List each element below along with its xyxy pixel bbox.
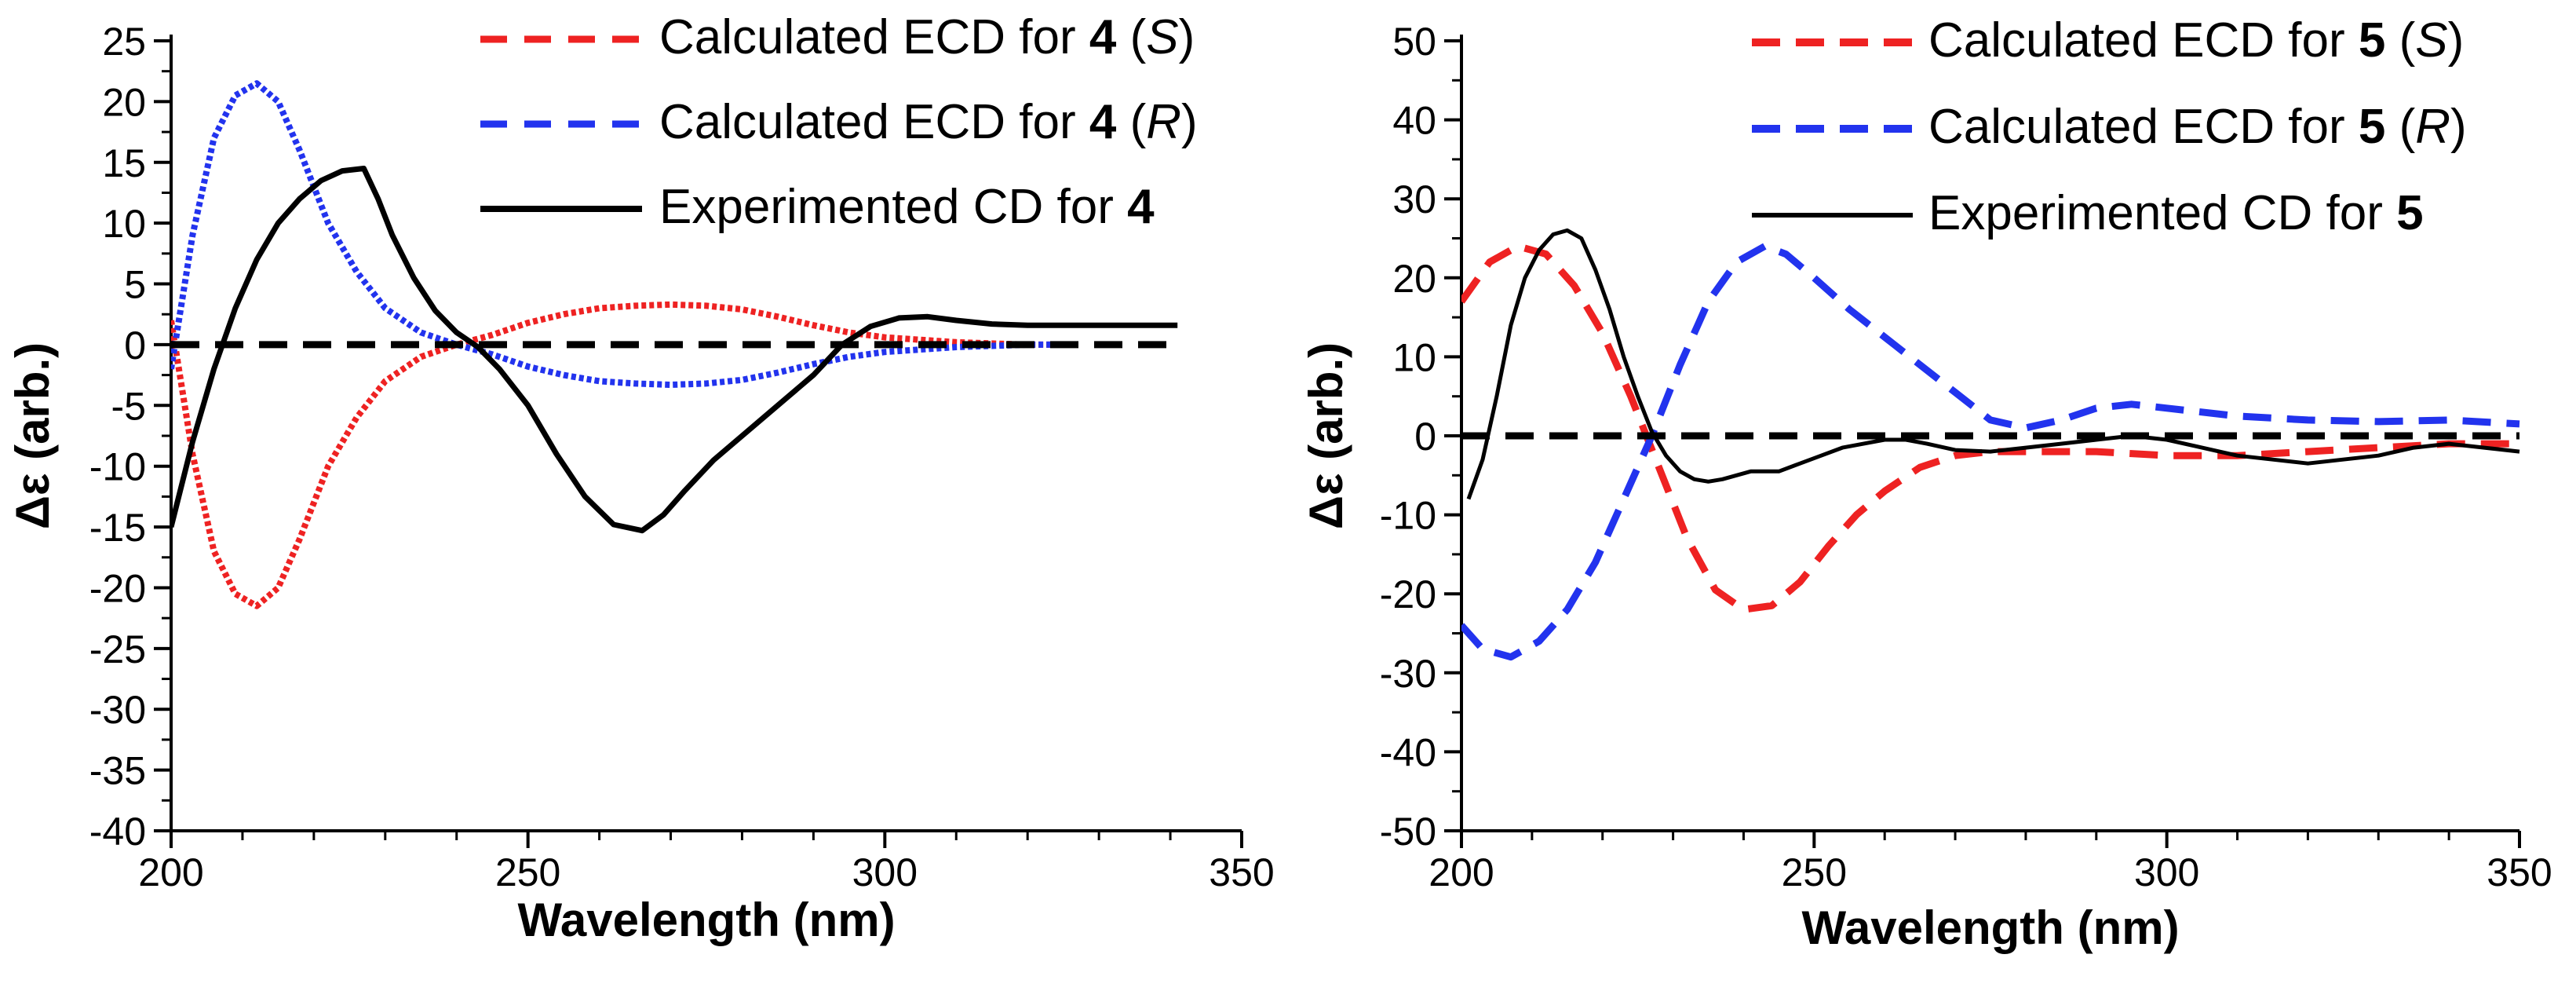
legend-prefix: Calculated ECD for xyxy=(659,95,1089,149)
y-tick-label: -20 xyxy=(89,566,146,610)
legend-bold: 4 xyxy=(1089,95,1117,149)
y-tick-label: 50 xyxy=(1392,20,1436,64)
legend-entry: Calculated ECD for 5 (S) xyxy=(1928,13,2464,68)
y-tick-label: -40 xyxy=(89,810,146,854)
legend-suffix-close: ) xyxy=(2448,13,2465,68)
legend-italic: R xyxy=(1146,95,1181,149)
legend-entry: Experimented CD for 4 xyxy=(659,180,1155,234)
y-tick-label: 30 xyxy=(1392,177,1436,221)
y-tick-label: -10 xyxy=(1380,494,1436,538)
legend-prefix: Experimented CD for xyxy=(1928,186,2396,240)
legend-suffix-open: ( xyxy=(1116,10,1146,64)
legend-entry: Calculated ECD for 4 (R) xyxy=(659,95,1198,149)
y-tick-label: -30 xyxy=(89,688,146,732)
legend-suffix-close: ) xyxy=(2450,100,2467,154)
series-line-experimented-cd-for-4 xyxy=(171,166,1178,534)
x-tick-label: 250 xyxy=(1782,850,1847,894)
y-tick-label: 5 xyxy=(124,263,146,307)
legend-bold: 5 xyxy=(2359,13,2385,68)
y-tick-label: -20 xyxy=(1380,572,1436,616)
chart-panel-compound-4: -40 -35 -30 -25 -20 -15 -10 -5 0 5 10 15 20 25 200 250 3… xyxy=(6,10,1275,946)
y-axis-title: Δε (arb.) xyxy=(1300,342,1352,529)
y-tick-label: -25 xyxy=(89,627,146,671)
y-tick-label: -50 xyxy=(1380,810,1436,854)
legend-italic: S xyxy=(2415,13,2447,68)
x-tick-label: 200 xyxy=(1428,850,1494,894)
legend-bold: 4 xyxy=(1127,180,1155,234)
legend-entry: Calculated ECD for 4 (S) xyxy=(659,10,1195,64)
legend-suffix-open: ( xyxy=(2385,13,2415,68)
legend-bold: 5 xyxy=(2359,100,2385,154)
series-group xyxy=(171,80,1178,609)
y-tick-label: -35 xyxy=(89,749,146,793)
y-tick-label: -5 xyxy=(111,384,146,428)
legend-entry: Experimented CD for 5 xyxy=(1928,186,2424,240)
x-tick-label: 300 xyxy=(852,850,918,894)
y-tick-label: 10 xyxy=(102,202,146,246)
series-group xyxy=(1461,228,2520,661)
x-tick-label: 200 xyxy=(138,850,203,894)
y-tick-label: 20 xyxy=(102,80,146,124)
y-tick-label: -40 xyxy=(1380,730,1436,774)
y-tick-label: 0 xyxy=(124,324,146,368)
y-tick-label: -30 xyxy=(1380,652,1436,696)
y-tick-label: 40 xyxy=(1392,99,1436,143)
y-tick-label: 10 xyxy=(1392,335,1436,379)
x-tick-label: 350 xyxy=(2487,850,2552,894)
legend-suffix-open: ( xyxy=(1116,95,1146,149)
legend-entry: Calculated ECD for 5 (R) xyxy=(1928,100,2467,154)
series-line-experimented-cd-for-5 xyxy=(1466,228,2520,500)
y-tick-label: 25 xyxy=(102,20,146,64)
y-axis-title: Δε (arb.) xyxy=(6,342,59,529)
legend-prefix: Calculated ECD for xyxy=(659,10,1089,64)
y-tick-label: 15 xyxy=(102,141,146,185)
x-tick-label: 250 xyxy=(495,850,560,894)
x-tick-label: 300 xyxy=(2134,850,2199,894)
series-line-calculated-ecd-for-4-r xyxy=(171,80,1064,388)
y-tick-label: 20 xyxy=(1392,257,1436,301)
series-line-calculated-ecd-for-5-r xyxy=(1461,243,2520,661)
legend-bold: 4 xyxy=(1089,10,1117,64)
legend-suffix-close: ) xyxy=(1181,95,1198,149)
series-line-calculated-ecd-for-5-s xyxy=(1461,243,2519,613)
legend-suffix-open: ( xyxy=(2385,100,2415,154)
legend-italic: R xyxy=(2415,100,2450,154)
legend-prefix: Calculated ECD for xyxy=(1928,13,2359,68)
x-axis-title: Wavelength (nm) xyxy=(1801,901,2179,954)
y-tick-label: -15 xyxy=(89,506,146,550)
legend-italic: S xyxy=(1146,10,1178,64)
y-tick-label: 0 xyxy=(1414,415,1436,459)
chart-panel-compound-5: -50 -40 -30 -20 -10 0 10 20 30 40 50 200 250 300 350 Wa… xyxy=(1300,13,2552,954)
legend-bold: 5 xyxy=(2396,186,2423,240)
x-tick-label: 350 xyxy=(1209,850,1274,894)
series-line-calculated-ecd-for-4-s xyxy=(171,301,1064,609)
legend-suffix-close: ) xyxy=(1179,10,1195,64)
y-tick-label: -10 xyxy=(89,445,146,489)
legend-prefix: Experimented CD for xyxy=(659,180,1127,234)
legend-prefix: Calculated ECD for xyxy=(1928,100,2359,154)
x-axis-title: Wavelength (nm) xyxy=(517,894,895,946)
